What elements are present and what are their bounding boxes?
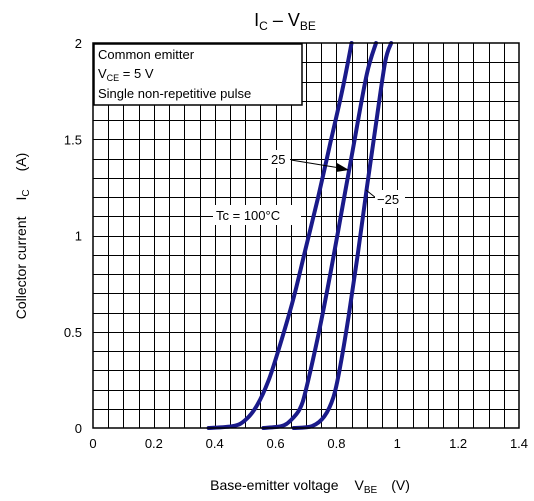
annotation-100c: Tc = 100°C (216, 208, 280, 223)
y-tick-label: 0 (75, 421, 82, 436)
x-tick-label: 0.2 (145, 436, 163, 451)
x-tick-labels: 0 0.2 0.4 0.6 0.8 1 1.2 1.4 (89, 436, 528, 451)
y-tick-label: 1.5 (64, 132, 82, 147)
plot-frame (92, 42, 520, 429)
annotation-25-bg (268, 150, 290, 168)
y-tick-label: 2 (75, 36, 82, 51)
x-tick-label: 0.8 (327, 436, 345, 451)
series-line-1 (261, 41, 378, 430)
conditions-line-3: Single non-repetitive pulse (98, 86, 251, 101)
chart-title: IC – VBE (254, 10, 316, 33)
annotation-25-arrowhead (336, 163, 349, 172)
annotation-25-arrow (290, 159, 341, 169)
annotation-m25-bg (375, 190, 405, 208)
y-tick-labels: 0 0.5 1 1.5 2 (64, 36, 82, 436)
x-tick-label: 1 (394, 436, 401, 451)
series-line-2 (291, 41, 394, 430)
annotation-25: 25 (271, 152, 285, 167)
x-tick-label: 1.4 (510, 436, 528, 451)
annotation-100c-bg (213, 205, 301, 225)
conditions-box (93, 43, 303, 106)
conditions-line-1: Common emitter (98, 47, 195, 62)
y-tick-label: 0.5 (64, 325, 82, 340)
annotation-m25-leader (365, 189, 377, 199)
series-line-0 (206, 41, 354, 430)
y-axis-label: Collector currentIC(A) (13, 153, 32, 320)
conditions-line-2: VCE = 5 V (98, 66, 154, 83)
x-tick-label: 0.6 (267, 436, 285, 451)
curves (206, 41, 394, 430)
y-tick-label: 1 (75, 229, 82, 244)
x-tick-label: 1.2 (449, 436, 467, 451)
x-tick-label: 0.4 (206, 436, 224, 451)
annotation-m25: −25 (377, 192, 399, 207)
grid (93, 43, 519, 428)
x-axis-label: Base-emitter voltage VBE (V) (210, 477, 410, 496)
x-tick-label: 0 (89, 436, 96, 451)
